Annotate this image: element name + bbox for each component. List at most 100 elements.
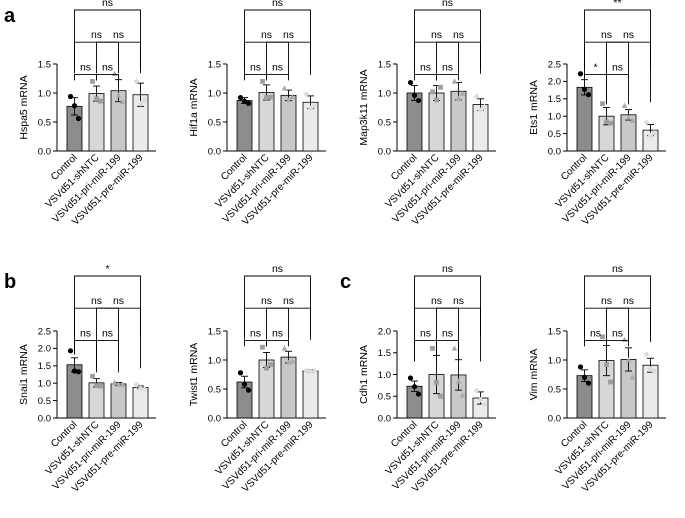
- significance-label: ns: [250, 61, 261, 73]
- significance-bracket: [584, 9, 651, 70]
- significance-bracket: [414, 275, 481, 336]
- data-point: [407, 79, 414, 86]
- significance-label: ns: [91, 29, 102, 41]
- data-point: [608, 120, 613, 126]
- data-point: [307, 368, 314, 375]
- significance-label: ns: [272, 263, 283, 275]
- significance-label: ns: [283, 295, 294, 307]
- data-point: [629, 374, 636, 380]
- significance-bracket: [436, 73, 459, 81]
- y-tick-label: 0.5: [38, 117, 51, 128]
- significance-bracket: [436, 307, 481, 362]
- significance-bracket: [414, 339, 437, 362]
- significance-label: ns: [113, 29, 124, 41]
- data-point: [625, 357, 632, 363]
- data-point: [643, 119, 650, 126]
- panel-label-a: a: [4, 5, 16, 27]
- data-point: [285, 96, 292, 103]
- y-tick-label: 0.0: [548, 146, 561, 157]
- significance-label: **: [613, 0, 621, 9]
- bar-2: [258, 92, 275, 152]
- y-tick-label: 1.0: [208, 355, 221, 366]
- data-point: [415, 97, 422, 104]
- bar-4: [132, 386, 149, 419]
- significance-label: ns: [453, 29, 464, 41]
- data-point: [477, 107, 484, 114]
- bar-1: [236, 100, 253, 152]
- data-point: [94, 96, 99, 102]
- significance-label: ns: [601, 29, 612, 41]
- data-point: [621, 102, 628, 108]
- significance-bracket: [244, 9, 311, 70]
- significance-label: ns: [102, 0, 113, 9]
- data-point: [311, 102, 318, 109]
- data-point: [94, 383, 99, 389]
- y-tick-label: 0.0: [548, 413, 561, 424]
- y-tick-label: 0.0: [38, 413, 51, 424]
- significance-label: ns: [102, 327, 113, 339]
- data-point: [311, 368, 318, 375]
- data-point: [608, 379, 613, 385]
- data-point: [90, 373, 95, 379]
- bar-3: [110, 383, 127, 419]
- significance-bracket: [606, 339, 629, 347]
- y-tick-label: 0.5: [548, 384, 561, 395]
- data-point: [651, 129, 658, 136]
- data-point: [430, 89, 435, 95]
- y-axis-label: Cdh1 mRNA: [358, 345, 370, 404]
- y-tick-label: 0.5: [378, 117, 391, 128]
- significance-bracket: [96, 339, 119, 373]
- y-tick-label: 0.0: [378, 413, 391, 424]
- significance-label: *: [105, 263, 109, 275]
- significance-bracket: [96, 73, 119, 81]
- data-point: [67, 93, 74, 100]
- data-point: [577, 364, 584, 370]
- y-tick-label: 0.5: [208, 117, 221, 128]
- panel-label-c: c: [340, 271, 351, 293]
- significance-bracket: [266, 307, 311, 340]
- significance-label: *: [593, 61, 597, 73]
- data-point: [133, 78, 140, 85]
- data-point: [245, 387, 252, 393]
- significance-bracket: [244, 275, 311, 336]
- data-point: [473, 387, 480, 394]
- y-tick-label: 1.0: [378, 88, 391, 99]
- significance-label: ns: [453, 295, 464, 307]
- significance-bracket: [606, 41, 651, 103]
- significance-bracket: [414, 73, 437, 81]
- significance-label: ns: [623, 295, 634, 307]
- significance-label: ns: [261, 29, 272, 41]
- significance-label: ns: [272, 0, 283, 9]
- significance-bracket: [584, 275, 651, 336]
- significance-label: ns: [272, 61, 283, 73]
- data-point: [289, 358, 296, 364]
- y-tick-label: 1.0: [548, 355, 561, 366]
- significance-bracket: [74, 339, 97, 355]
- data-point: [600, 334, 605, 340]
- bar-3: [280, 356, 297, 419]
- significance-bracket: [266, 339, 289, 347]
- significance-bracket: [436, 41, 481, 74]
- data-point: [451, 345, 458, 351]
- data-point: [260, 344, 265, 350]
- data-point: [241, 381, 248, 387]
- data-point: [119, 381, 126, 387]
- significance-label: ns: [420, 61, 431, 73]
- data-point: [303, 91, 310, 98]
- y-tick-label: 2.5: [548, 59, 561, 70]
- data-point: [241, 98, 248, 104]
- significance-label: ns: [80, 327, 91, 339]
- data-point: [268, 94, 273, 100]
- y-tick-label: 1.5: [548, 326, 561, 337]
- data-point: [98, 383, 103, 389]
- significance-label: ns: [80, 61, 91, 73]
- data-point: [434, 379, 439, 385]
- y-tick-label: 0.0: [208, 146, 221, 157]
- data-point: [260, 79, 265, 84]
- significance-label: ns: [283, 29, 294, 41]
- significance-label: ns: [442, 327, 453, 339]
